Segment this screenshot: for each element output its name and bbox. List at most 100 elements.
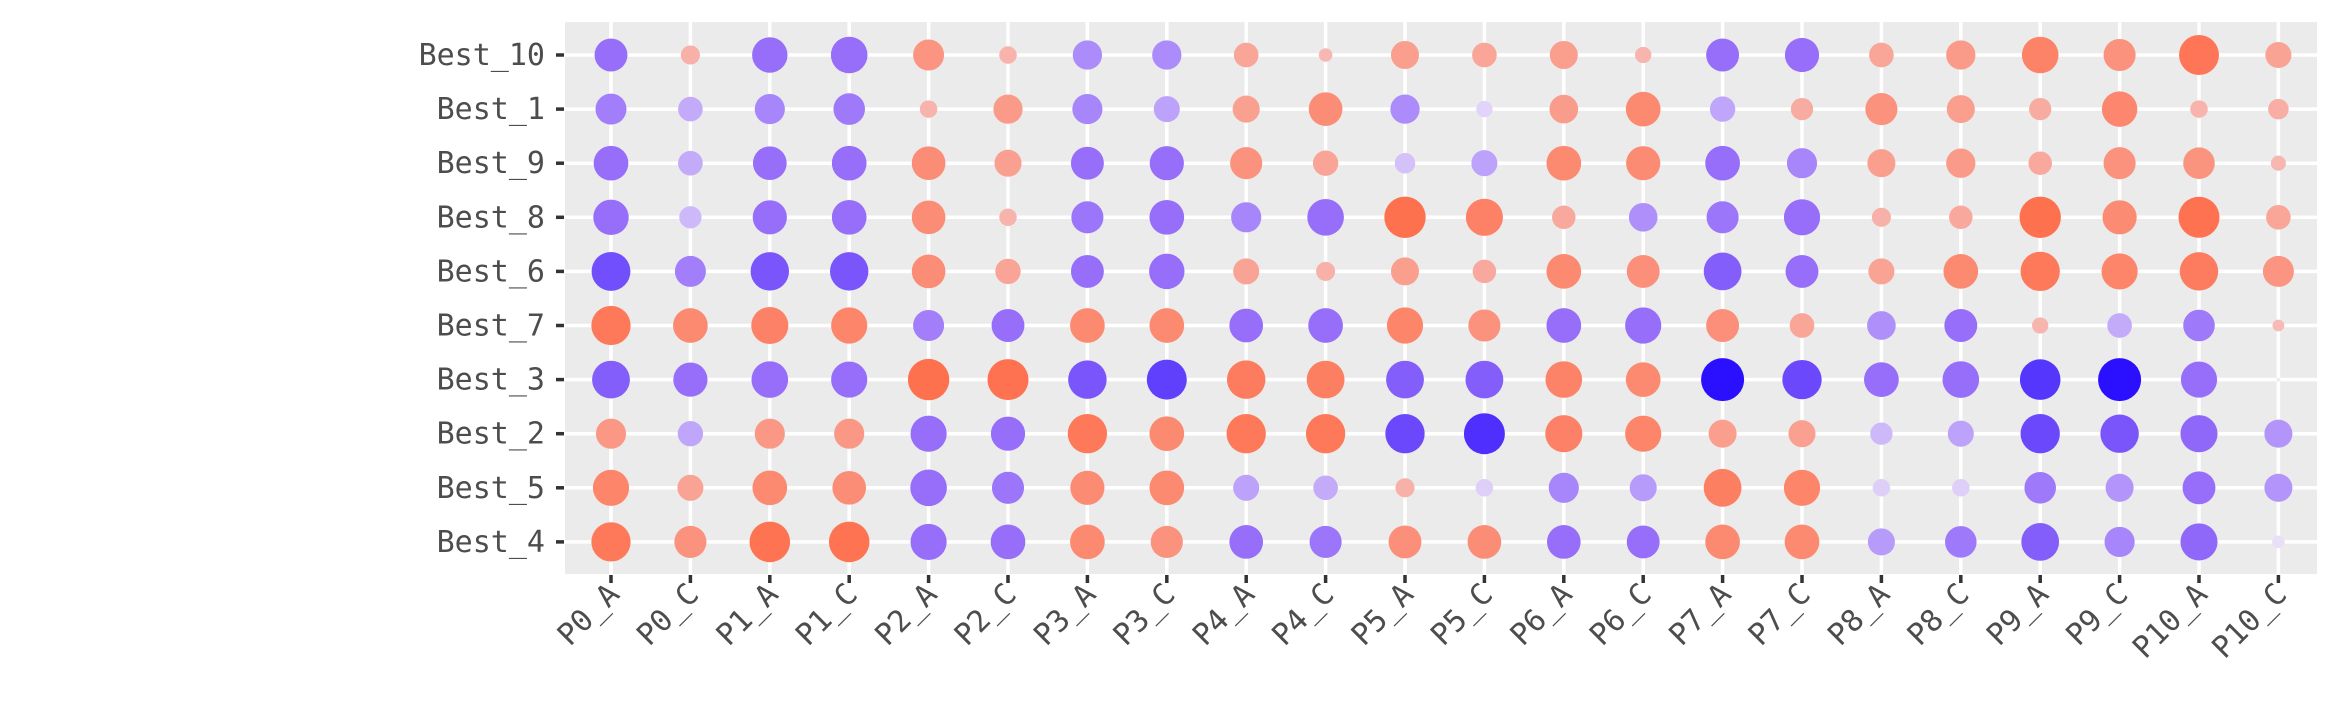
dot-Best_4-P5_A bbox=[1388, 525, 1422, 559]
x-tick-label: P1_C bbox=[789, 577, 865, 653]
dot-Best_3-P4_A bbox=[1226, 360, 1266, 399]
dot-Best_6-P8_C bbox=[1943, 254, 1979, 289]
dot-Best_1-P2_C bbox=[993, 94, 1023, 124]
dot-Best_8-P6_A bbox=[1552, 205, 1576, 230]
dot-Best_9-P8_C bbox=[1946, 148, 1976, 178]
dot-Best_9-P7_A bbox=[1705, 145, 1740, 181]
dot-Best_10-P3_A bbox=[1072, 40, 1103, 70]
dot-Best_3-P4_C bbox=[1306, 360, 1345, 399]
dot-Best_7-P2_A bbox=[913, 309, 945, 342]
dot-Best_10-P7_C bbox=[1784, 37, 1820, 73]
dot-Best_2-P4_C bbox=[1305, 414, 1346, 454]
dot-Best_1-P1_C bbox=[833, 93, 865, 125]
dot-Best_5-P4_A bbox=[1233, 474, 1260, 501]
dot-Best_4-P10_C bbox=[2272, 535, 2285, 549]
dot-Best_9-P3_C bbox=[1149, 146, 1184, 181]
y-tick-label: Best_9 bbox=[437, 146, 545, 181]
dot-Best_3-P1_A bbox=[751, 361, 789, 398]
dot-Best_4-P3_A bbox=[1070, 524, 1105, 560]
dot-Best_3-P1_C bbox=[831, 361, 868, 398]
x-tick-label: P3_C bbox=[1107, 577, 1183, 653]
dot-Best_8-P10_A bbox=[2178, 196, 2220, 238]
dot-Best_4-P1_C bbox=[828, 521, 870, 563]
dot-Best_4-P0_A bbox=[591, 522, 631, 562]
dot-Best_3-P2_C bbox=[987, 359, 1029, 401]
dot-Best_3-P9_A bbox=[2019, 359, 2061, 400]
dot-Best_5-P4_C bbox=[1313, 475, 1338, 501]
dot-Best_3-P8_C bbox=[1942, 361, 1980, 398]
dot-Best_8-P1_A bbox=[752, 200, 787, 235]
dot-Best_2-P7_A bbox=[1708, 419, 1737, 448]
x-tick-label: P9_C bbox=[2059, 577, 2135, 653]
dot-Best_6-P6_A bbox=[1546, 254, 1582, 289]
dot-Best_4-P6_A bbox=[1546, 525, 1581, 559]
dot-Best_5-P7_A bbox=[1703, 468, 1742, 507]
dot-Best_3-P5_C bbox=[1465, 360, 1504, 399]
dot-Best_4-P9_A bbox=[2021, 523, 2060, 561]
y-tick-label: Best_6 bbox=[437, 254, 545, 289]
dot-Best_4-P9_C bbox=[2104, 526, 2135, 557]
dot-Best_2-P1_A bbox=[754, 418, 785, 449]
x-tick-label: P6_C bbox=[1583, 577, 1659, 653]
dot-Best_9-P7_C bbox=[1786, 148, 1818, 179]
dot-Best_6-P1_A bbox=[750, 252, 790, 291]
dot-Best_5-P10_C bbox=[2264, 473, 2293, 502]
dot-Best_5-P3_A bbox=[1070, 470, 1105, 505]
dot-Best_7-P5_C bbox=[1468, 309, 1501, 342]
dot-Best_8-P0_C bbox=[679, 206, 702, 229]
dot-Best_8-P2_C bbox=[999, 208, 1017, 227]
dot-Best_4-P7_C bbox=[1784, 524, 1820, 560]
dot-Best_10-P8_C bbox=[1946, 40, 1976, 70]
x-tick-label: P4_A bbox=[1186, 577, 1262, 653]
dot-Best_5-P7_C bbox=[1783, 469, 1821, 506]
dot-Best_6-P5_A bbox=[1390, 257, 1420, 286]
dot-Best_4-P2_C bbox=[990, 524, 1026, 560]
dot-Best_8-P4_C bbox=[1307, 198, 1344, 236]
y-tick-label: Best_5 bbox=[437, 471, 545, 506]
dot-Best_8-P3_C bbox=[1149, 199, 1185, 235]
dot-Best_7-P6_A bbox=[1546, 308, 1582, 343]
dot-Best_3-P7_C bbox=[1782, 359, 1822, 400]
dot-Best_8-P5_C bbox=[1465, 198, 1503, 236]
dot-Best_9-P2_C bbox=[994, 149, 1022, 177]
dot-Best_4-P3_C bbox=[1150, 525, 1183, 558]
dot-Best_4-P10_A bbox=[2180, 523, 2218, 561]
dot-Best_6-P3_C bbox=[1149, 253, 1185, 290]
dot-Best_5-P1_C bbox=[832, 470, 867, 505]
dot-Best_7-P10_A bbox=[2183, 309, 2215, 342]
dot-Best_10-P8_A bbox=[1869, 42, 1894, 68]
dot-Best_10-P4_A bbox=[1233, 42, 1259, 68]
dot-Best_7-P3_C bbox=[1149, 308, 1185, 343]
dot-Best_9-P8_A bbox=[1867, 149, 1896, 178]
dot-Best_10-P4_C bbox=[1318, 48, 1333, 62]
dot-Best_6-P2_A bbox=[911, 254, 946, 289]
dot-Best_8-P7_C bbox=[1783, 199, 1821, 236]
dot-Best_2-P3_C bbox=[1149, 416, 1185, 452]
dot-Best_7-P1_C bbox=[831, 307, 868, 344]
dot-Best_6-P7_A bbox=[1703, 252, 1742, 291]
dot-Best_8-P9_C bbox=[2102, 200, 2137, 235]
dot-Best_6-P7_C bbox=[1785, 254, 1819, 288]
dot-Best_9-P5_A bbox=[1394, 152, 1416, 174]
x-tick-label: P0_C bbox=[630, 577, 706, 653]
dot-Best_1-P7_C bbox=[1790, 97, 1814, 121]
dot-Best_5-P0_A bbox=[592, 469, 630, 506]
dot-Best_8-P2_A bbox=[911, 200, 946, 235]
dot-Best_10-P3_C bbox=[1152, 40, 1182, 70]
dot-Best_2-P3_A bbox=[1067, 414, 1108, 454]
y-tick-label: Best_3 bbox=[437, 363, 545, 398]
dot-Best_5-P5_A bbox=[1395, 478, 1415, 498]
dot-Best_1-P9_A bbox=[2029, 97, 2052, 121]
dot-Best_7-P0_A bbox=[591, 305, 631, 346]
dot-Best_10-P0_A bbox=[594, 38, 628, 72]
x-tick-label: P6_A bbox=[1504, 577, 1580, 653]
x-tick-label: P4_C bbox=[1265, 577, 1341, 653]
dot-Best_5-P2_C bbox=[991, 471, 1025, 504]
dot-Best_2-P4_A bbox=[1226, 414, 1266, 454]
dot-Best_6-P5_C bbox=[1472, 259, 1497, 284]
dot-Best_6-P9_C bbox=[2101, 253, 2138, 290]
dot-Best_5-P6_C bbox=[1629, 474, 1657, 502]
x-tick-label: P2_A bbox=[868, 577, 944, 653]
dot-Best_3-P5_A bbox=[1386, 360, 1424, 399]
dot-Best_10-P10_C bbox=[2265, 41, 2292, 69]
